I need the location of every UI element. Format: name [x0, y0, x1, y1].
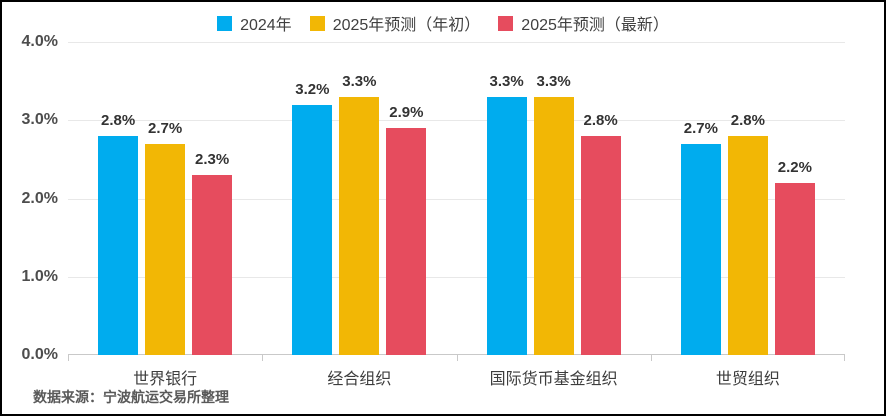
legend-swatch-icon [217, 15, 233, 31]
bar-value-label: 3.3% [536, 72, 571, 90]
y-axis-tick-label: 4.0% [21, 33, 58, 50]
bar-2025年预测（年初）-经合组织 [339, 96, 380, 355]
gridline [68, 42, 845, 43]
bar-value-label: 2.2% [777, 158, 812, 176]
bar-2025年预测（年初）-世界银行 [145, 143, 186, 355]
x-axis-tick [844, 355, 845, 361]
y-axis-tick-label: 1.0% [21, 267, 58, 285]
y-axis-tick-label: 3.0% [21, 111, 58, 129]
bar-value-label: 2.9% [389, 104, 424, 122]
x-axis-line [68, 354, 845, 355]
legend-swatch-icon [309, 15, 325, 31]
bar-value-label: 2.3% [195, 151, 230, 169]
bar-2024年-世贸组织 [680, 143, 721, 355]
bar-value-label: 2.7% [148, 119, 183, 137]
y-axis-tick-label: 2.0% [21, 189, 58, 207]
bar-2025年预测（最新）-经合组织 [386, 128, 427, 355]
x-axis-category-label: 世界银行 [133, 371, 198, 388]
bar-2024年-国际货币基金组织 [486, 96, 527, 355]
gridline [68, 276, 845, 278]
bar-value-label: 3.3% [489, 72, 524, 90]
bar-2025年预测（最新）-世界银行 [192, 175, 233, 355]
bar-2024年-经合组织 [292, 104, 333, 355]
bar-value-label: 2.8% [730, 111, 765, 129]
bar-2025年预测（年初）-国际货币基金组织 [533, 96, 574, 355]
bar-value-label: 2.8% [101, 111, 136, 129]
legend-item: 2025年预测（最新） [498, 11, 669, 35]
y-axis-tick-label: 0.0% [21, 346, 58, 363]
legend-label: 2024年 [240, 17, 292, 34]
chart-legend: 2024年 2025年预测（年初） 2025年预测（最新） [2, 11, 884, 35]
bar-value-label: 3.2% [295, 80, 330, 98]
x-axis-category-label: 经合组织 [327, 371, 392, 388]
legend-swatch-icon [498, 15, 514, 31]
plot-area: 2.8% 2.7% 2.3% 世界银行 3.2% 3.3% 2.9% 经合组织 3.3% 3.3%… [68, 42, 845, 388]
bar-2025年预测（年初）-世贸组织 [727, 135, 768, 355]
x-axis-tick [456, 355, 458, 361]
bar-2025年预测（最新）-世贸组织 [774, 182, 815, 355]
gridline [68, 198, 845, 200]
x-axis-tick [650, 355, 652, 361]
x-axis-category-label: 国际货币基金组织 [489, 371, 618, 388]
x-axis-category-label: 世贸组织 [715, 371, 780, 388]
data-source-note: 数据来源：宁波航运交易所整理 [33, 389, 229, 405]
bar-value-label: 2.7% [683, 119, 718, 137]
legend-item: 2025年预测（年初） [309, 11, 481, 35]
bar-2025年预测（最新）-国际货币基金组织 [580, 135, 621, 355]
legend-label: 2025年预测（最新） [521, 17, 669, 34]
legend-label: 2025年预测（年初） [332, 17, 481, 34]
x-axis-tick [68, 355, 69, 361]
bar-value-label: 3.3% [342, 72, 377, 90]
bar-2024年-世界银行 [98, 135, 139, 355]
legend-item: 2024年 [217, 11, 292, 35]
x-axis-tick [262, 355, 264, 361]
gridline [68, 120, 845, 122]
bar-value-label: 2.8% [583, 111, 618, 129]
